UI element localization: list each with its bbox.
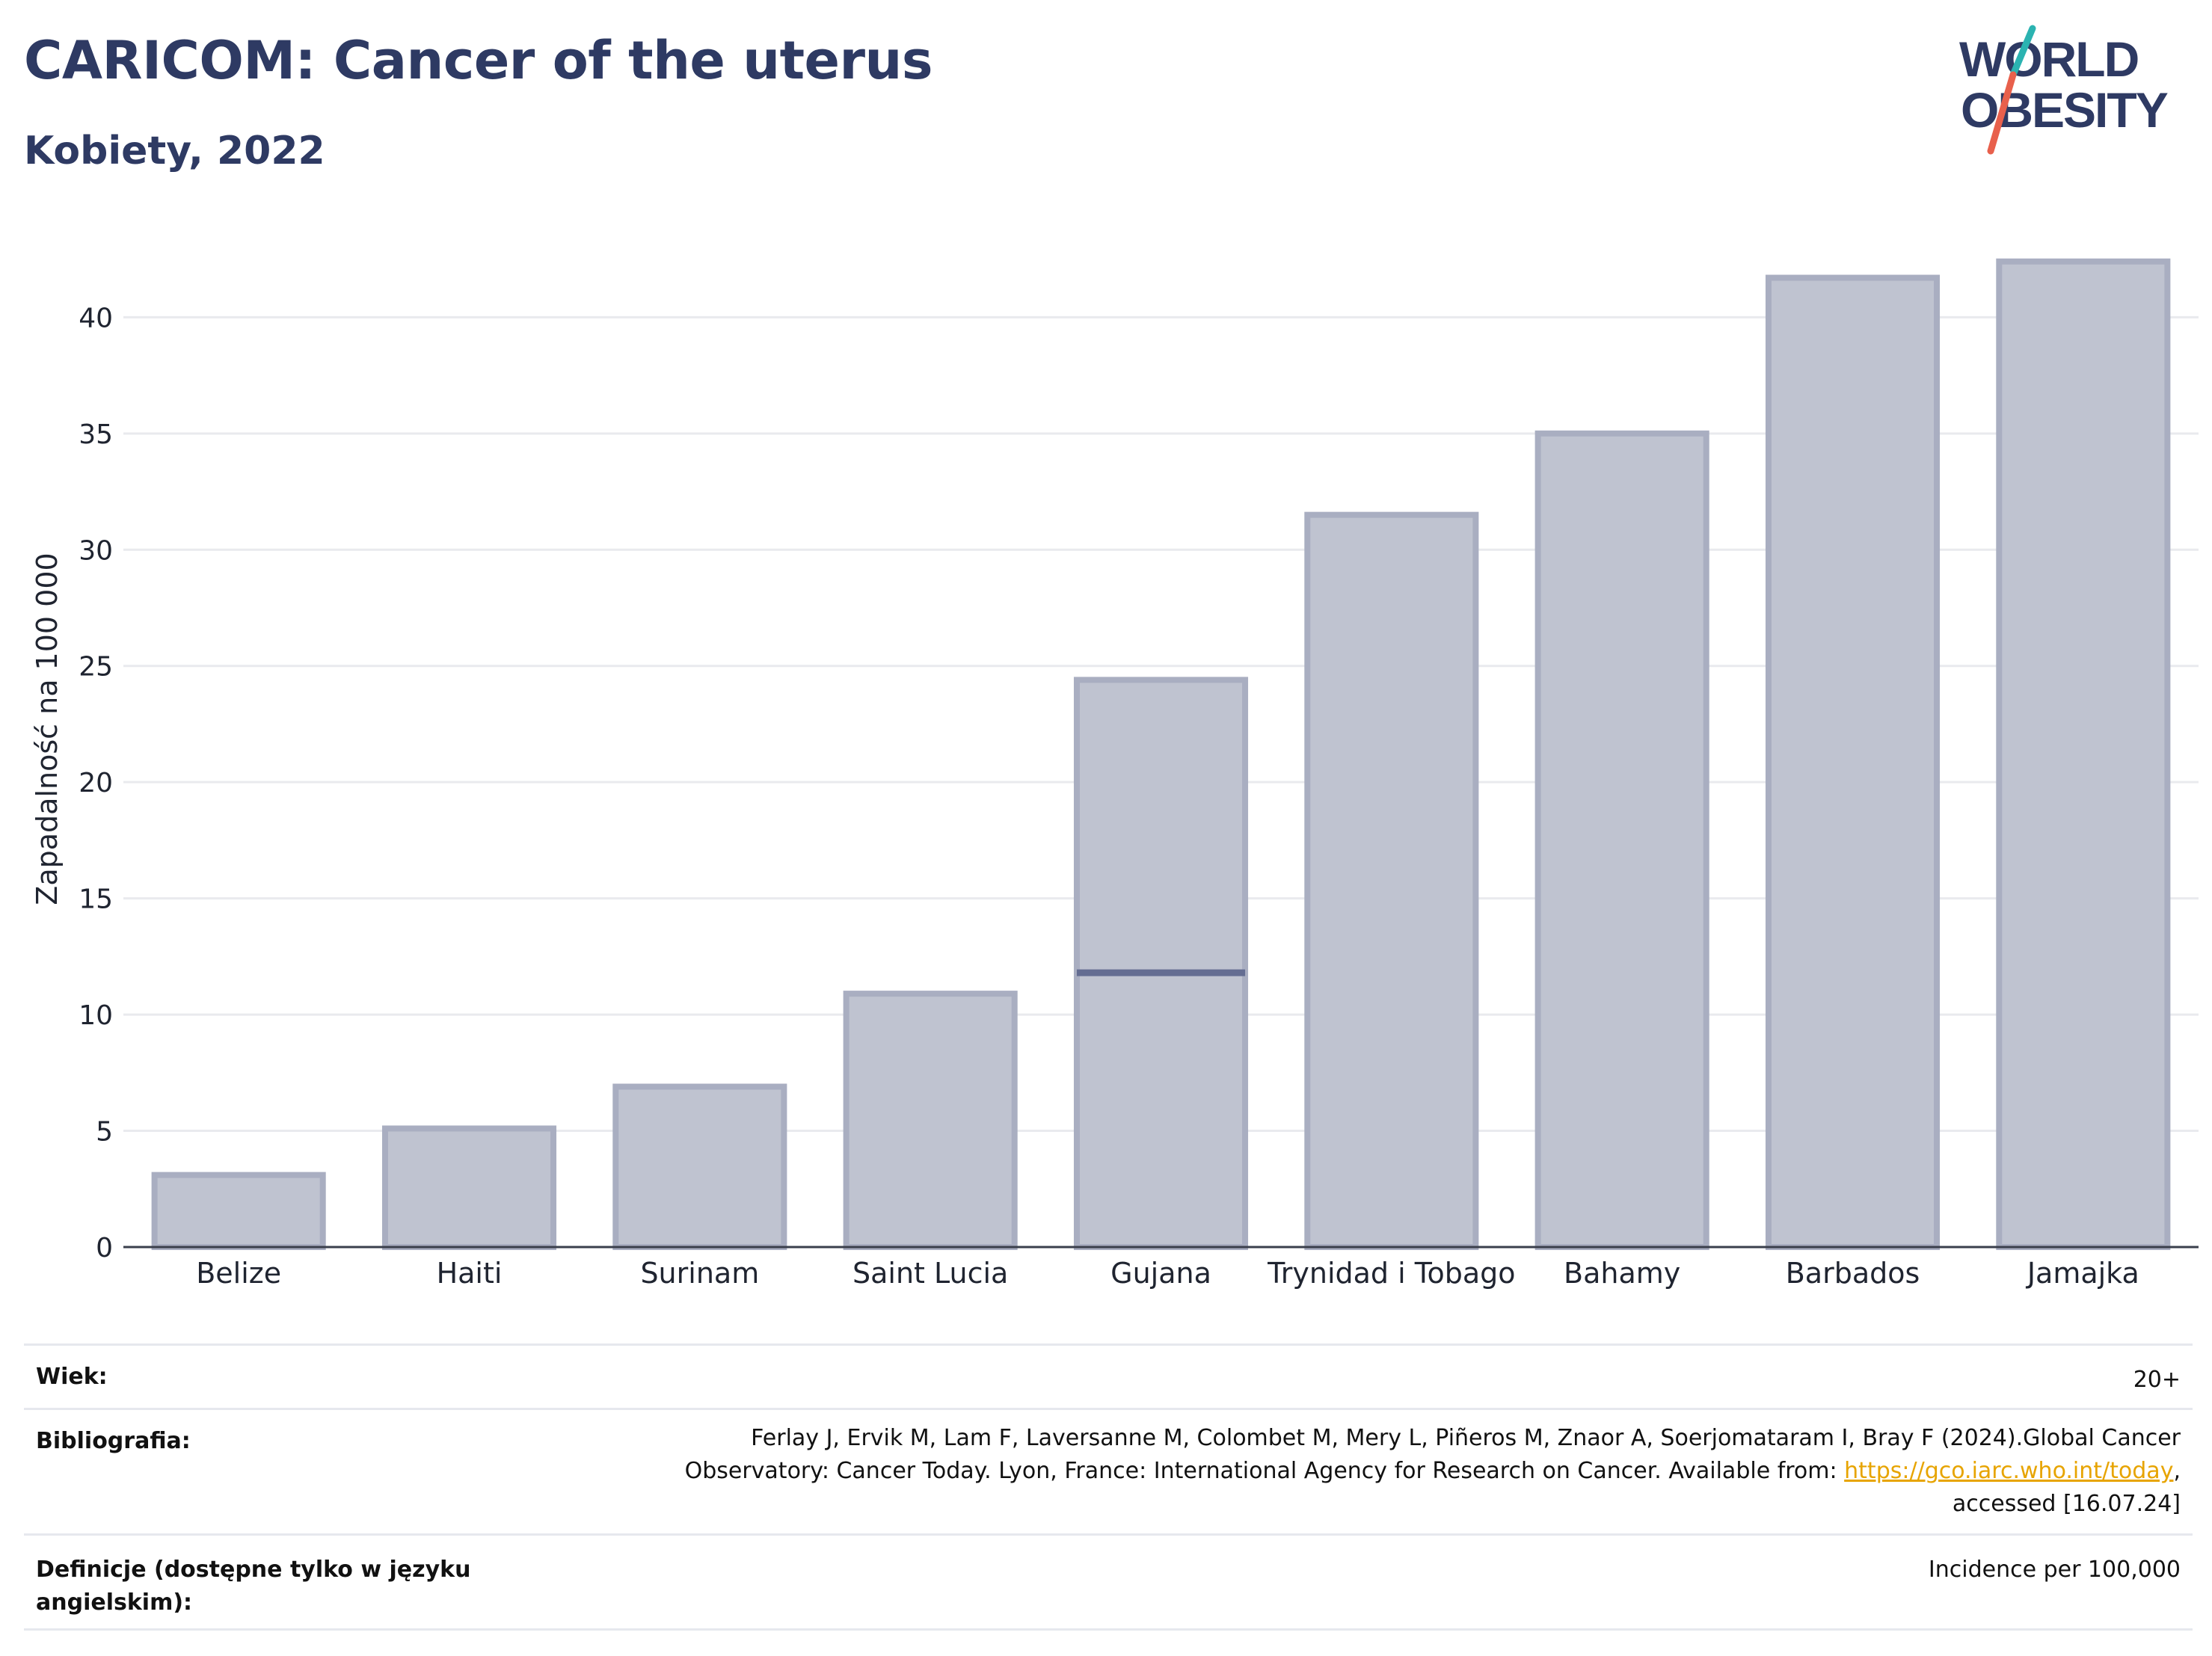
info-row-bibliography: Bibliografia: Ferlay J, Ervik M, Lam F, …	[24, 1408, 2193, 1533]
definitions-value: Incidence per 100,000	[1928, 1557, 2181, 1583]
axes: 0 5 10 15 20 25 30 35 40 Belize Haiti Surinam Saint …	[79, 303, 2199, 1290]
bibliography-line-3: accessed [16.07.24]	[1952, 1491, 2181, 1517]
y-tick-label: 40	[79, 303, 113, 333]
x-tick-label: Saint Lucia	[852, 1257, 1008, 1290]
x-tick-label: Barbados	[1786, 1257, 1920, 1290]
bars	[151, 258, 2171, 1251]
x-tick-label: Surinam	[640, 1257, 759, 1290]
bibliography-link[interactable]: https://gco.iarc.who.int/today	[1844, 1458, 2174, 1484]
bar	[1304, 511, 1479, 1250]
logo-slash-teal	[2009, 25, 2036, 79]
definitions-label: Definicje (dostępne tylko w języku angie…	[36, 1557, 471, 1616]
bibliography-line-1: Ferlay J, Ervik M, Lam F, Laversanne M, …	[751, 1425, 2181, 1451]
info-row-age: Wiek: 20+	[24, 1343, 2193, 1408]
x-tick-label: Gujana	[1110, 1257, 1211, 1290]
y-tick-label: 20	[79, 768, 113, 798]
y-tick-label: 35	[79, 419, 113, 450]
bar	[1534, 430, 1709, 1250]
age-label: Wiek:	[36, 1364, 108, 1390]
age-value: 20+	[2133, 1367, 2181, 1393]
chart-subtitle: Kobiety, 2022	[24, 129, 325, 173]
y-tick-label: 5	[96, 1117, 113, 1148]
bibliography-value: Ferlay J, Ervik M, Lam F, Laversanne M, …	[610, 1422, 2181, 1521]
x-tick-label: Haiti	[437, 1257, 503, 1290]
bar	[1765, 274, 1941, 1251]
info-row-definitions: Definicje (dostępne tylko w języku angie…	[24, 1533, 2193, 1631]
x-tick-label: Trynidad i Tobago	[1267, 1257, 1515, 1290]
x-tick-label: Belize	[196, 1257, 281, 1290]
bar	[381, 1125, 557, 1251]
bibliography-label: Bibliografia:	[36, 1428, 191, 1454]
info-table: Wiek: 20+ Bibliografia: Ferlay J, Ervik …	[24, 1343, 2193, 1631]
bibliography-text: Observatory: Cancer Today. Lyon, France:…	[684, 1458, 1845, 1484]
y-tick-label: 15	[79, 884, 113, 915]
y-tick-label: 10	[79, 1000, 113, 1031]
x-tick-label: Jamajka	[2026, 1257, 2139, 1290]
y-axis-label: Zapadalność na 100 000	[31, 552, 64, 905]
y-tick-label: 0	[96, 1233, 113, 1263]
bar	[843, 991, 1018, 1251]
bar	[151, 1172, 326, 1250]
bar	[1996, 258, 2171, 1250]
bar	[1073, 677, 1249, 1250]
world-obesity-logo: WORLD OBESITY	[1959, 25, 2169, 155]
bar	[612, 1083, 787, 1251]
bibliography-comma: ,	[2173, 1458, 2181, 1484]
chart-title: CARICOM: Cancer of the uterus	[24, 30, 933, 91]
y-tick-label: 25	[79, 652, 113, 683]
logo-slash-coral	[1987, 71, 2017, 155]
y-tick-label: 30	[79, 535, 113, 566]
bar-chart: 0 5 10 15 20 25 30 35 40 Belize Haiti Surinam Saint …	[31, 258, 2199, 1290]
x-tick-label: Bahamy	[1564, 1257, 1680, 1290]
logo-line-1: WORLD	[1959, 31, 2138, 87]
bibliography-line-2: Observatory: Cancer Today. Lyon, France:…	[610, 1455, 2181, 1488]
